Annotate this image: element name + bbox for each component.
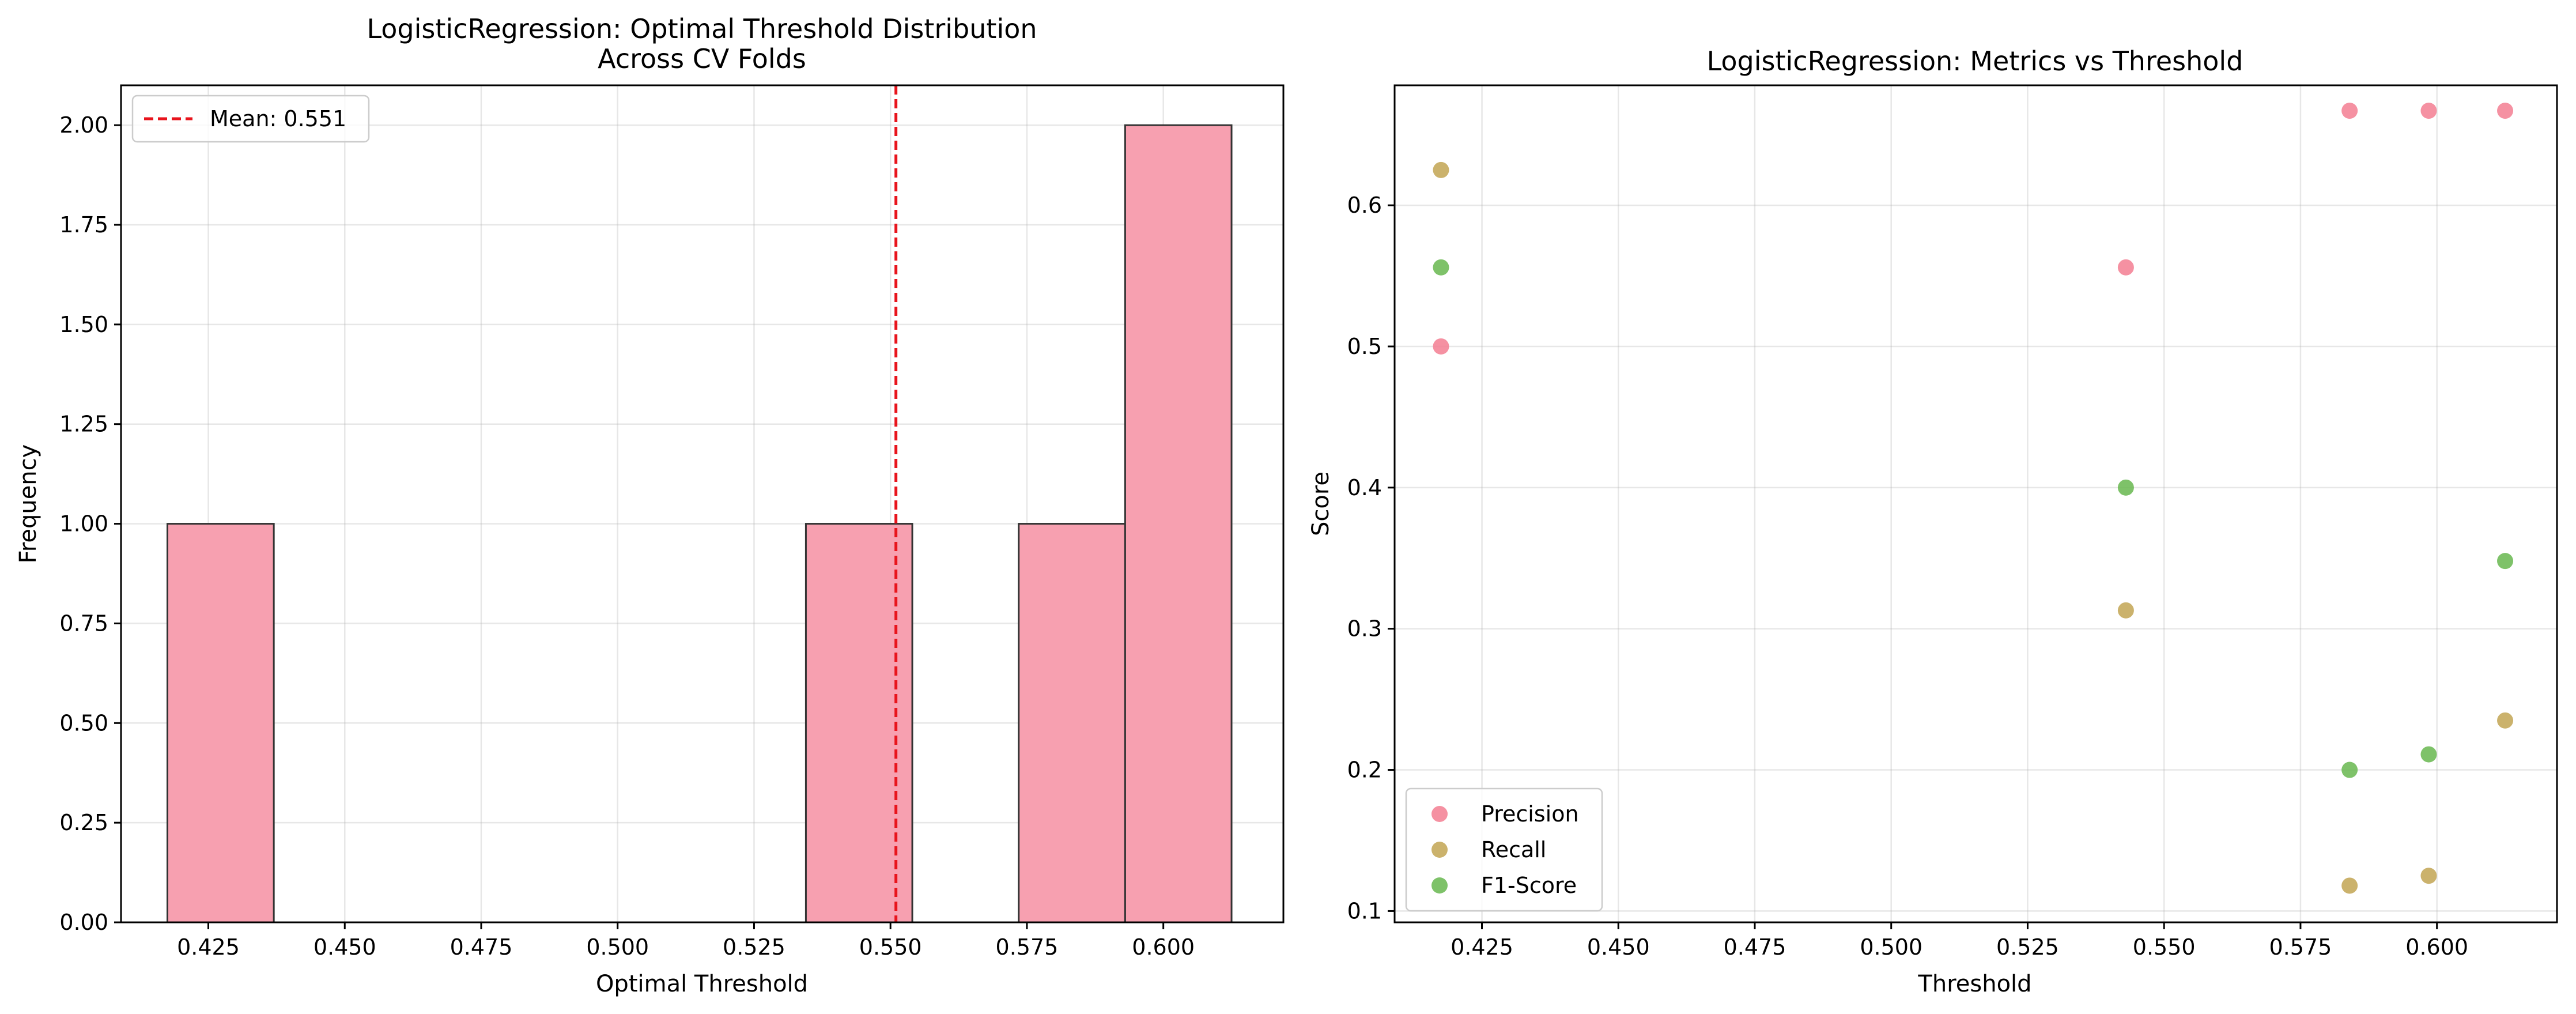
- histogram-x-tick-label: 0.550: [859, 934, 922, 960]
- scatter-axes-frame: [1393, 84, 2558, 923]
- scatter-y-tick-label: 0.3: [1347, 616, 1382, 642]
- histogram-title: LogisticRegression: Optimal Threshold Di…: [367, 13, 1037, 74]
- histogram-x-tick-label: 0.450: [313, 934, 376, 960]
- scatter-y-tick-label: 0.4: [1347, 475, 1382, 500]
- histogram-bar: [1124, 124, 1233, 923]
- histogram-x-tick-label: 0.575: [996, 934, 1059, 960]
- histogram-bars: [166, 124, 1233, 923]
- scatter-x-tick-label: 0.475: [1724, 934, 1786, 960]
- histogram-y-tick-label: 1.25: [59, 412, 108, 437]
- histogram-x-axis-label: Optimal Threshold: [596, 971, 808, 997]
- histogram-legend: Mean: 0.551: [131, 95, 370, 143]
- metrics-scatter-panel: LogisticRegression: Metrics vs Threshold…: [1308, 46, 2558, 997]
- histogram-bar: [1018, 523, 1126, 923]
- scatter-x-tick-label: 0.450: [1587, 934, 1650, 960]
- scatter-legend: Precision Recall F1-Score: [1405, 787, 1603, 912]
- scatter-point: [2341, 103, 2358, 119]
- scatter-point: [2420, 103, 2437, 119]
- scatter-x-axis-label: Threshold: [1917, 971, 2031, 997]
- legend-marker: [1431, 877, 1448, 894]
- histogram-x-tick-label: 0.500: [586, 934, 649, 960]
- legend-marker: [1431, 842, 1448, 858]
- scatter-y-axis-label: Score: [1308, 472, 1334, 536]
- scatter-y-tick-label: 0.1: [1347, 898, 1382, 923]
- histogram-x-tick-label: 0.600: [1132, 934, 1195, 960]
- scatter-x-tick-label: 0.425: [1451, 934, 1513, 960]
- scatter-grid: [1395, 85, 2557, 922]
- scatter-x-tick-label: 0.575: [2269, 934, 2332, 960]
- histogram-y-tick-label: 1.75: [59, 212, 108, 238]
- histogram-x-ticks: 0.425 0.450 0.475 0.500 0.525 0.550 0.575 0.600: [177, 922, 1195, 960]
- scatter-title: LogisticRegression: Metrics vs Threshold: [1707, 46, 2243, 77]
- scatter-point: [1433, 338, 1449, 355]
- scatter-x-tick-label: 0.600: [2405, 934, 2468, 960]
- legend-label: F1-Score: [1481, 873, 1577, 898]
- legend-marker: [1431, 806, 1448, 822]
- scatter-y-tick-label: 0.5: [1347, 334, 1382, 359]
- scatter-point: [1433, 259, 1449, 276]
- histogram-y-tick-label: 0.00: [59, 910, 108, 935]
- histogram-legend-box: [131, 95, 370, 143]
- scatter-x-tick-label: 0.550: [2133, 934, 2196, 960]
- scatter-y-tick-label: 0.2: [1347, 757, 1382, 783]
- series-precision: [1433, 103, 2514, 355]
- scatter-point: [2497, 103, 2514, 119]
- legend-label: Precision: [1481, 801, 1579, 827]
- scatter-point: [2420, 746, 2437, 763]
- scatter-x-tick-label: 0.525: [1996, 934, 2059, 960]
- legend-mean-label: Mean: 0.551: [210, 106, 346, 131]
- scatter-point: [2497, 712, 2514, 729]
- scatter-y-ticks: 0.1 0.2 0.3 0.4 0.5 0.6: [1347, 193, 1395, 923]
- scatter-point: [2117, 602, 2134, 619]
- scatter-point: [2420, 868, 2437, 884]
- scatter-x-ticks: 0.425 0.450 0.475 0.500 0.525 0.550 0.575 0.600: [1451, 922, 2468, 960]
- series-f1-score: [1433, 259, 2514, 778]
- threshold-histogram-panel: LogisticRegression: Optimal Threshold Di…: [15, 13, 1285, 997]
- histogram-x-tick-label: 0.425: [177, 934, 240, 960]
- histogram-y-tick-label: 0.75: [59, 610, 108, 636]
- scatter-legend-box: [1405, 787, 1603, 912]
- histogram-x-tick-label: 0.475: [450, 934, 513, 960]
- histogram-y-tick-label: 0.50: [59, 710, 108, 736]
- scatter-x-tick-label: 0.500: [1860, 934, 1922, 960]
- series-recall: [1433, 161, 2514, 894]
- scatter-point: [2497, 553, 2514, 570]
- histogram-y-tick-label: 0.25: [59, 810, 108, 835]
- scatter-point: [2341, 877, 2358, 894]
- scatter-point: [1433, 161, 1449, 178]
- scatter-point: [2341, 762, 2358, 778]
- scatter-points: [1433, 103, 2514, 894]
- scatter-point: [2117, 259, 2134, 276]
- histogram-y-axis-label: Frequency: [15, 444, 41, 564]
- histogram-x-tick-label: 0.525: [723, 934, 785, 960]
- histogram-axes-frame: [120, 84, 1285, 923]
- scatter-y-tick-label: 0.6: [1347, 193, 1382, 218]
- histogram-y-ticks: 0.00 0.25 0.50 0.75 1.00 1.25 1.50 1.75 2.00: [59, 112, 121, 935]
- legend-label: Recall: [1481, 837, 1546, 862]
- histogram-y-tick-label: 1.50: [59, 312, 108, 337]
- histogram-bar: [166, 523, 275, 923]
- histogram-y-tick-label: 1.00: [59, 511, 108, 537]
- histogram-y-tick-label: 2.00: [59, 112, 108, 138]
- scatter-point: [2117, 479, 2134, 496]
